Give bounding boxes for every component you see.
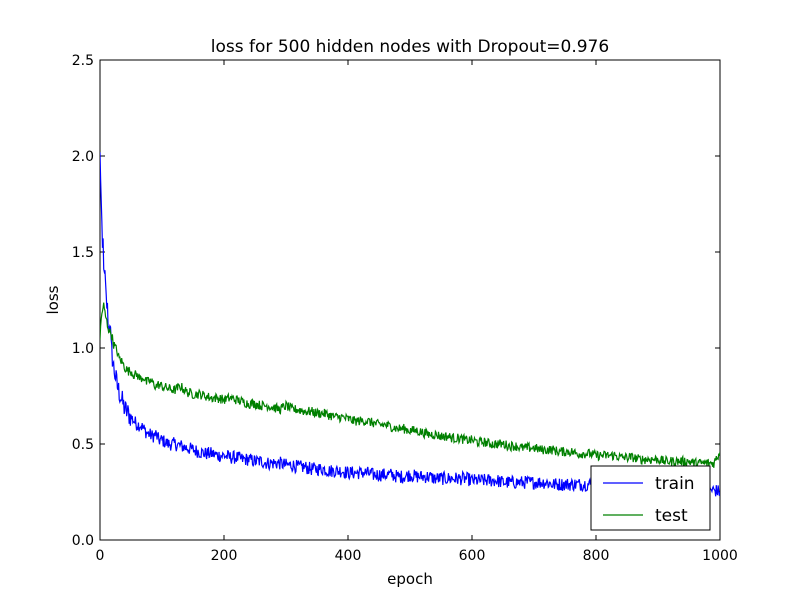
legend: train test — [590, 465, 711, 531]
chart-title: loss for 500 hidden nodes with Dropout=0… — [211, 37, 609, 57]
y-tick-label: 1.5 — [72, 245, 94, 261]
y-tick-label: 0.0 — [72, 533, 94, 549]
series-line-test — [100, 302, 720, 471]
legend-box — [590, 465, 711, 531]
x-axis-label: epoch — [387, 570, 433, 588]
y-axis-label: loss — [44, 285, 62, 314]
y-tick-label: 2.0 — [72, 149, 94, 165]
y-tick-label: 1.0 — [72, 341, 94, 357]
axis-ticks — [99, 59, 721, 541]
x-tick-label: 600 — [459, 548, 486, 564]
legend-label-train: train — [655, 474, 695, 494]
axis-tick-labels: 0 200 400 600 800 1000 0.0 0.5 1.0 1.5 2.0 2.5 — [72, 53, 738, 564]
x-tick-label: 0 — [96, 548, 105, 564]
x-tick-label: 400 — [335, 548, 362, 564]
x-tick-label: 800 — [583, 548, 610, 564]
y-tick-label: 0.5 — [72, 437, 94, 453]
y-tick-label: 2.5 — [72, 53, 94, 69]
x-tick-label: 1000 — [702, 548, 738, 564]
legend-label-test: test — [655, 506, 688, 526]
x-tick-label: 200 — [211, 548, 238, 564]
